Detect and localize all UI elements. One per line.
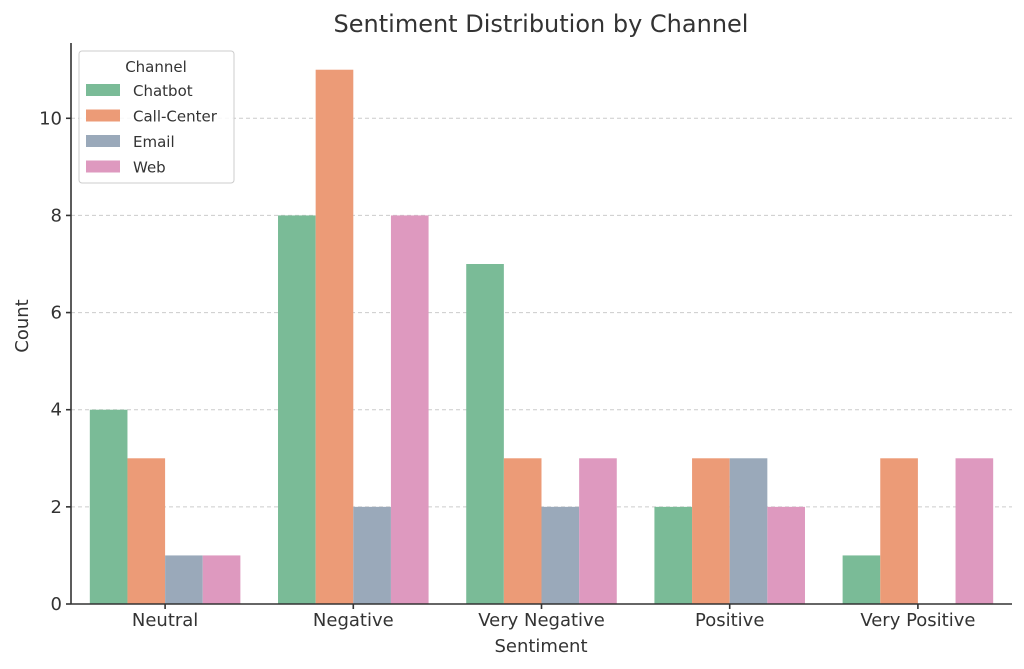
legend-swatch <box>86 84 120 96</box>
y-ticks: 0 2 4 6 8 10 <box>39 108 71 615</box>
bar <box>390 215 429 604</box>
y-tick-label: 6 <box>51 303 62 324</box>
bar <box>278 215 316 604</box>
y-tick-label: 8 <box>51 205 62 226</box>
x-axis-label: Sentiment <box>494 636 587 657</box>
legend-title: Channel <box>125 58 187 76</box>
x-tick-label: Very Negative <box>478 610 605 631</box>
chart-title: Sentiment Distribution by Channel <box>334 10 749 38</box>
legend-label: Email <box>133 133 175 151</box>
x-ticks: Neutral Negative Very Negative Positive Very… <box>132 604 975 631</box>
legend-swatch <box>86 109 120 122</box>
y-axis-label: Count <box>12 299 33 352</box>
bar <box>654 506 693 604</box>
bar <box>466 264 504 604</box>
bar <box>955 458 994 604</box>
bar <box>353 506 391 604</box>
legend-label: Call-Center <box>133 108 218 126</box>
bar <box>89 409 128 604</box>
x-tick-label: Negative <box>313 610 394 631</box>
x-tick-label: Very Positive <box>860 610 975 631</box>
bar <box>541 506 580 604</box>
bar <box>165 555 203 604</box>
bar <box>842 555 881 604</box>
bar <box>127 458 166 604</box>
x-tick-label: Neutral <box>132 610 198 631</box>
bar <box>767 506 805 604</box>
bar <box>729 458 768 604</box>
y-tick-label: 4 <box>51 400 62 421</box>
y-tick-label: 10 <box>39 108 62 129</box>
y-tick-label: 2 <box>51 497 62 518</box>
bar <box>579 458 617 604</box>
bar <box>315 69 354 604</box>
legend-label: Chatbot <box>133 82 193 100</box>
bars <box>89 69 994 604</box>
legend-swatch <box>86 135 120 147</box>
bar <box>692 458 730 604</box>
y-tick-label: 0 <box>51 594 62 615</box>
bar <box>503 458 542 604</box>
legend-swatch <box>86 160 120 173</box>
bar <box>202 555 241 604</box>
bar <box>880 458 918 604</box>
legend: Channel Chatbot Call-Center Email Web <box>78 50 235 184</box>
legend-label: Web <box>133 159 166 177</box>
x-tick-label: Positive <box>695 610 764 631</box>
